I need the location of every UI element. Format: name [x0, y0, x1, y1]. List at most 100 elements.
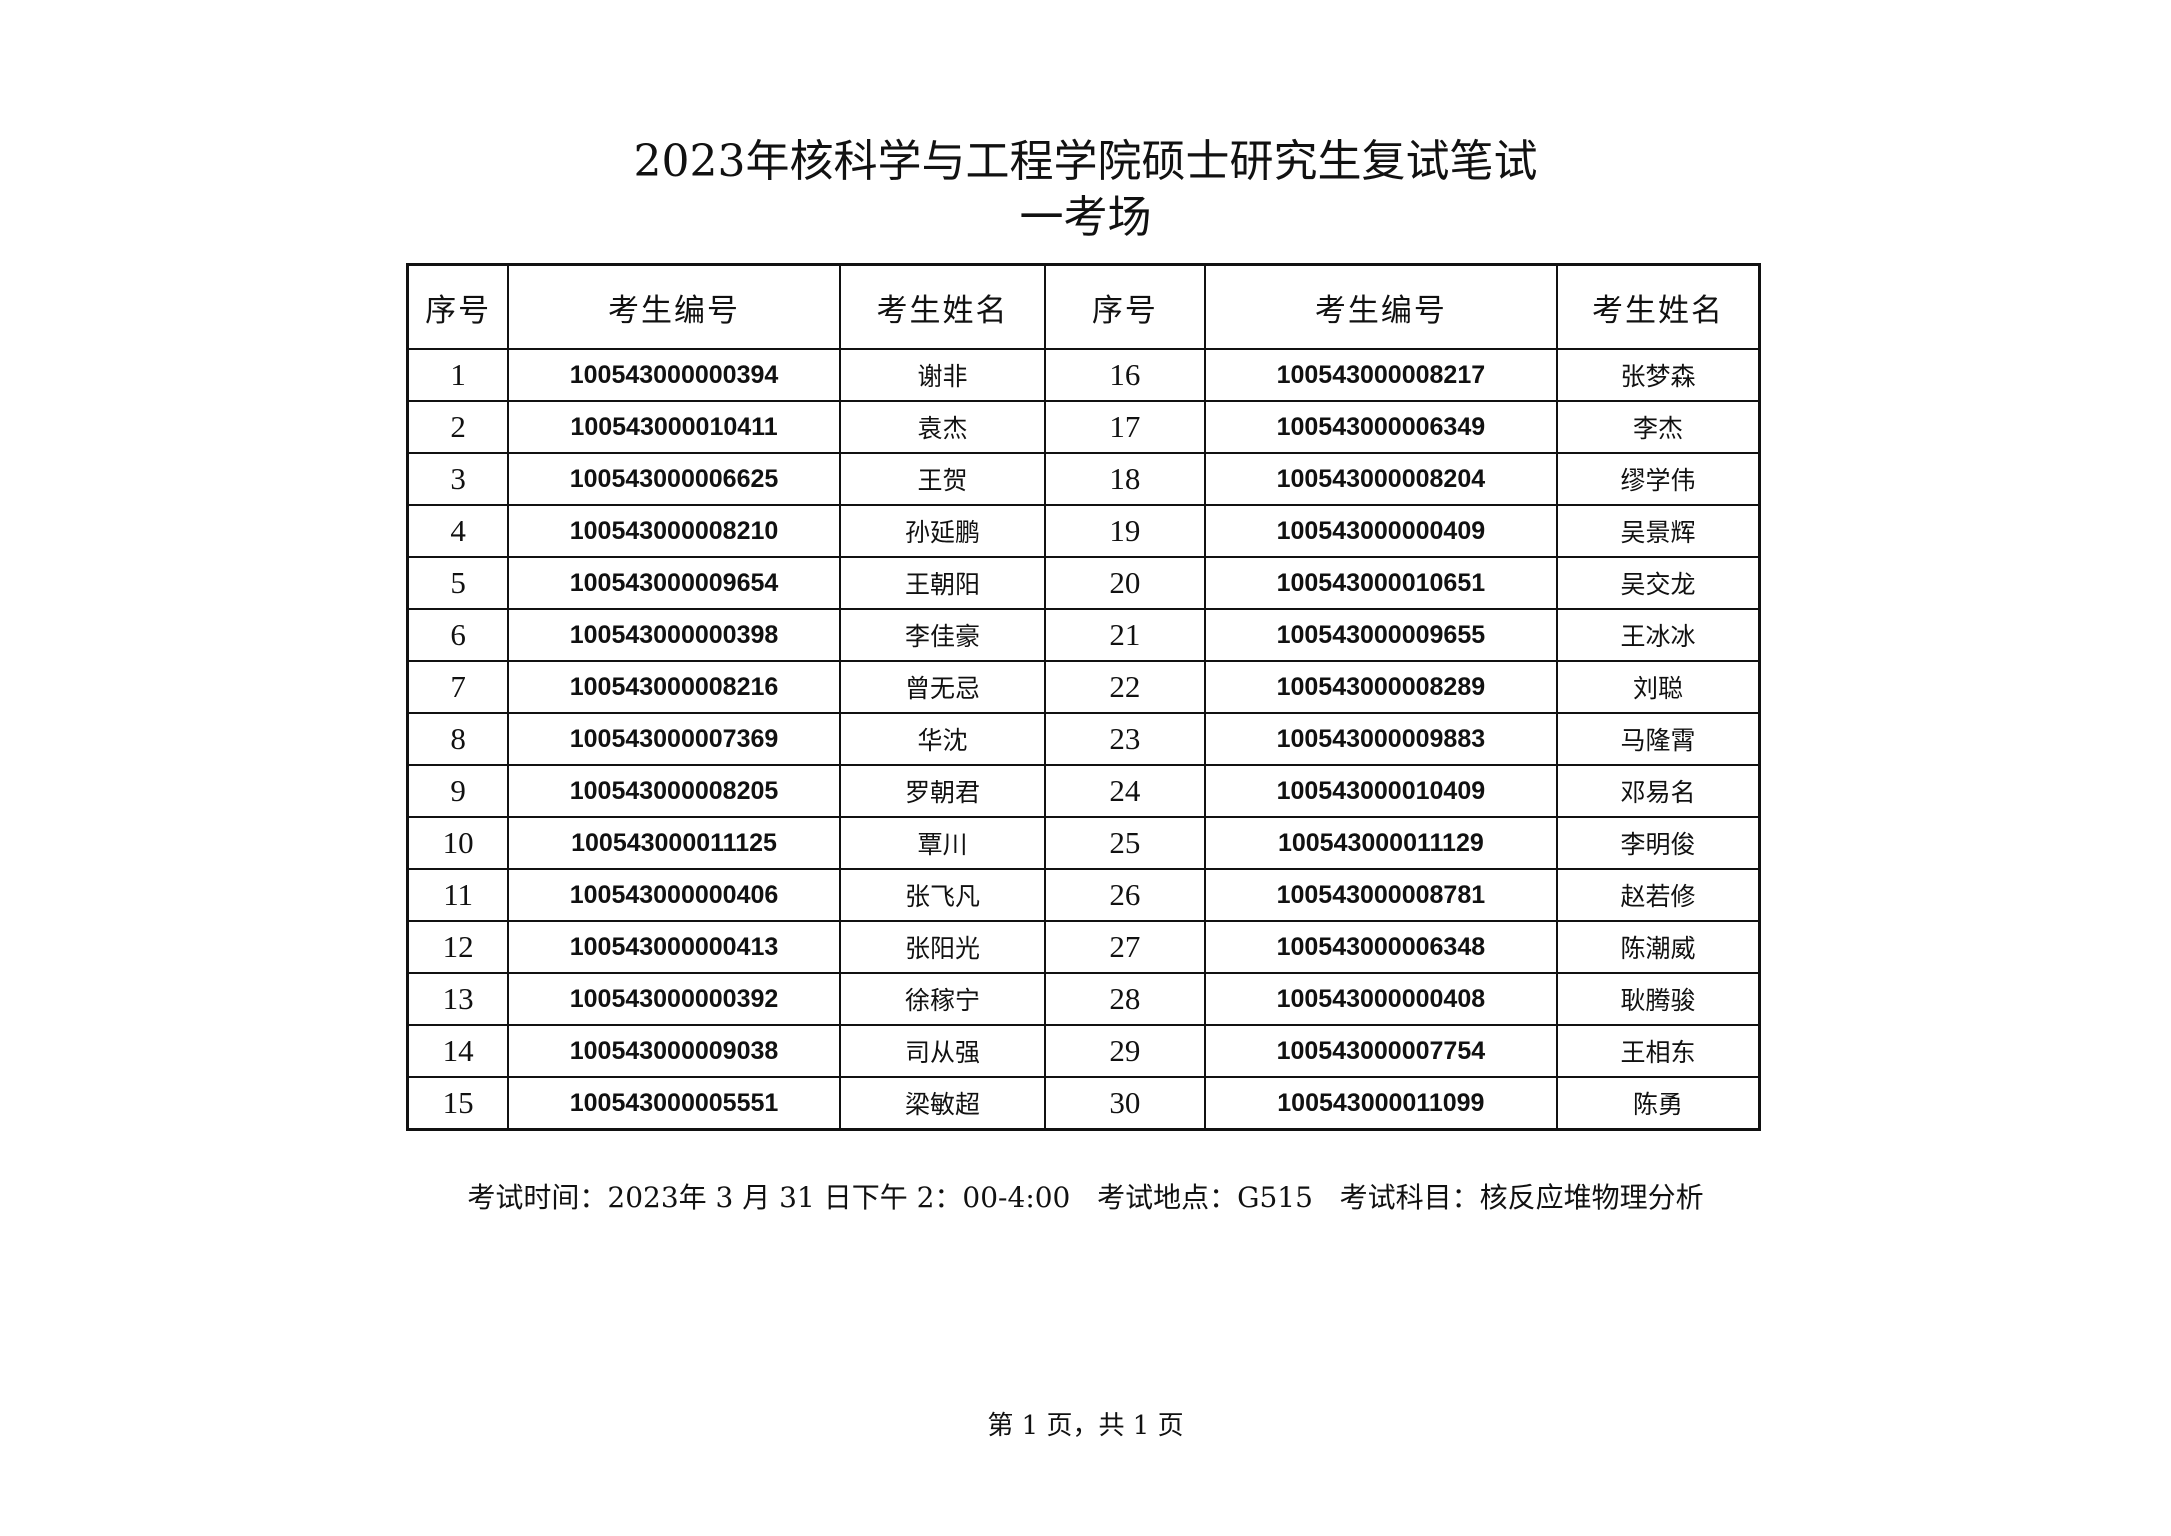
header-seq: 序号 [406, 263, 510, 350]
cell-seq: 14 [406, 1024, 510, 1078]
page-number: 第 1 页，共 1 页 [987, 1411, 1184, 1441]
table-row: 2 100543000010411 袁杰 17 100543000006349 李杰 [406, 400, 1761, 454]
cell-seq: 16 [1044, 348, 1206, 402]
cell-candidate-name: 张阳光 [838, 920, 1047, 974]
exam-info: 考试时间：2023年 3 月 31 日下午 2：00-4:00 考试地点：G51… [467, 1181, 1704, 1214]
cell-seq: 2 [406, 400, 510, 454]
cell-seq: 13 [406, 972, 510, 1026]
cell-seq: 28 [1044, 972, 1206, 1026]
cell-seq: 5 [406, 556, 510, 610]
table-header-row: 序号 考生编号 考生姓名 序号 考生编号 考生姓名 [406, 263, 1761, 350]
cell-candidate-id: 100543000008289 [1203, 660, 1559, 714]
table-row: 1 100543000000394 谢非 16 100543000008217 张梦森 [406, 348, 1761, 402]
cell-candidate-id: 100543000009883 [1203, 712, 1559, 766]
cell-seq: 1 [406, 348, 510, 402]
cell-seq: 12 [406, 920, 510, 974]
table-row: 12 100543000000413 张阳光 27 100543000006348 陈潮威 [406, 920, 1761, 974]
table-row: 7 100543000008216 曾无忌 22 100543000008289 刘聪 [406, 660, 1761, 714]
cell-seq: 11 [406, 868, 510, 922]
cell-candidate-id: 100543000000408 [1203, 972, 1559, 1026]
table-row: 10 100543000011125 覃川 25 100543000011129 李明俊 [406, 816, 1761, 870]
cell-candidate-name: 张飞凡 [838, 868, 1047, 922]
cell-candidate-name: 王朝阳 [838, 556, 1047, 610]
cell-candidate-name: 吴交龙 [1556, 556, 1761, 610]
cell-seq: 26 [1044, 868, 1206, 922]
cell-candidate-id: 100543000000392 [507, 972, 841, 1026]
cell-seq: 20 [1044, 556, 1206, 610]
cell-seq: 21 [1044, 608, 1206, 662]
cell-candidate-id: 100543000010411 [507, 400, 841, 454]
cell-seq: 30 [1044, 1076, 1206, 1131]
cell-candidate-id: 100543000008217 [1203, 348, 1559, 402]
cell-candidate-name: 缪学伟 [1556, 452, 1761, 506]
cell-candidate-id: 100543000010651 [1203, 556, 1559, 610]
cell-candidate-id: 100543000006348 [1203, 920, 1559, 974]
candidate-table: 序号 考生编号 考生姓名 序号 考生编号 考生姓名 1 1005430000003… [406, 263, 1761, 1131]
cell-seq: 10 [406, 816, 510, 870]
cell-candidate-name: 李佳豪 [838, 608, 1047, 662]
cell-candidate-id: 100543000008781 [1203, 868, 1559, 922]
cell-candidate-name: 陈潮威 [1556, 920, 1761, 974]
table-row: 8 100543000007369 华沈 23 100543000009883 马隆霄 [406, 712, 1761, 766]
cell-candidate-id: 100543000008205 [507, 764, 841, 818]
cell-candidate-name: 华沈 [838, 712, 1047, 766]
table-row: 3 100543000006625 王贺 18 100543000008204 缪学伟 [406, 452, 1761, 506]
cell-seq: 8 [406, 712, 510, 766]
cell-candidate-name: 罗朝君 [838, 764, 1047, 818]
header-name: 考生姓名 [1556, 263, 1761, 350]
cell-seq: 19 [1044, 504, 1206, 558]
cell-candidate-id: 100543000010409 [1203, 764, 1559, 818]
cell-candidate-id: 100543000000413 [507, 920, 841, 974]
cell-candidate-id: 100543000006625 [507, 452, 841, 506]
header-name: 考生姓名 [838, 263, 1047, 350]
cell-seq: 25 [1044, 816, 1206, 870]
cell-seq: 18 [1044, 452, 1206, 506]
cell-candidate-id: 100543000009038 [507, 1024, 841, 1078]
cell-candidate-id: 100543000007369 [507, 712, 841, 766]
cell-candidate-name: 邓易名 [1556, 764, 1761, 818]
cell-candidate-name: 覃川 [838, 816, 1047, 870]
cell-seq: 6 [406, 608, 510, 662]
cell-candidate-name: 耿腾骏 [1556, 972, 1761, 1026]
header-id: 考生编号 [507, 263, 841, 350]
cell-candidate-name: 王冰冰 [1556, 608, 1761, 662]
cell-candidate-name: 李杰 [1556, 400, 1761, 454]
cell-seq: 29 [1044, 1024, 1206, 1078]
cell-seq: 23 [1044, 712, 1206, 766]
cell-candidate-id: 100543000011129 [1203, 816, 1559, 870]
cell-candidate-name: 曾无忌 [838, 660, 1047, 714]
cell-seq: 9 [406, 764, 510, 818]
cell-candidate-name: 陈勇 [1556, 1076, 1761, 1131]
table-row: 9 100543000008205 罗朝君 24 100543000010409 邓易名 [406, 764, 1761, 818]
cell-candidate-id: 100543000011125 [507, 816, 841, 870]
cell-candidate-name: 司从强 [838, 1024, 1047, 1078]
cell-candidate-name: 王贺 [838, 452, 1047, 506]
table-row: 6 100543000000398 李佳豪 21 100543000009655 王冰冰 [406, 608, 1761, 662]
cell-seq: 27 [1044, 920, 1206, 974]
cell-candidate-name: 马隆霄 [1556, 712, 1761, 766]
cell-seq: 15 [406, 1076, 510, 1131]
table-row: 11 100543000000406 张飞凡 26 100543000008781 赵若修 [406, 868, 1761, 922]
cell-candidate-id: 100543000000409 [1203, 504, 1559, 558]
cell-candidate-id: 100543000000406 [507, 868, 841, 922]
header-seq: 序号 [1044, 263, 1206, 350]
table-row: 4 100543000008210 孙延鹏 19 100543000000409 吴景辉 [406, 504, 1761, 558]
cell-candidate-name: 谢非 [838, 348, 1047, 402]
cell-seq: 4 [406, 504, 510, 558]
cell-candidate-name: 吴景辉 [1556, 504, 1761, 558]
table-row: 5 100543000009654 王朝阳 20 100543000010651 吴交龙 [406, 556, 1761, 610]
cell-candidate-name: 张梦森 [1556, 348, 1761, 402]
cell-candidate-id: 100543000008210 [507, 504, 841, 558]
cell-candidate-id: 100543000007754 [1203, 1024, 1559, 1078]
header-id: 考生编号 [1203, 263, 1559, 350]
cell-candidate-name: 刘聪 [1556, 660, 1761, 714]
cell-candidate-name: 袁杰 [838, 400, 1047, 454]
cell-seq: 3 [406, 452, 510, 506]
cell-candidate-id: 100543000000394 [507, 348, 841, 402]
exam-room-subtitle: 一考场 [1019, 192, 1152, 243]
cell-candidate-name: 孙延鹏 [838, 504, 1047, 558]
cell-candidate-id: 100543000008216 [507, 660, 841, 714]
cell-candidate-id: 100543000006349 [1203, 400, 1559, 454]
cell-candidate-name: 梁敏超 [838, 1076, 1047, 1131]
cell-candidate-name: 李明俊 [1556, 816, 1761, 870]
